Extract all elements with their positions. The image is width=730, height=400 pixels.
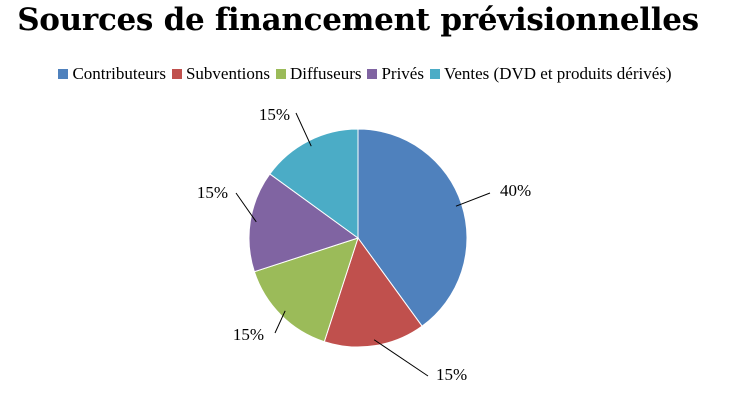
leader-line bbox=[295, 112, 312, 147]
leader-line bbox=[455, 192, 491, 207]
legend-item: Subventions bbox=[171, 64, 271, 84]
legend: Contributeurs Subventions Diffuseurs Privés… bbox=[0, 64, 730, 84]
legend-item: Ventes (DVD et produits dérivés) bbox=[429, 64, 672, 84]
data-label: 15% bbox=[436, 365, 467, 384]
leader-line bbox=[373, 339, 429, 377]
pie-slice bbox=[253, 237, 359, 343]
chart-title: Sources de financement prévisionnelles bbox=[17, 2, 699, 38]
pie-slice bbox=[323, 236, 423, 348]
legend-item: Diffuseurs bbox=[276, 64, 361, 84]
legend-item: Privés bbox=[367, 64, 424, 84]
leader-line bbox=[235, 192, 257, 223]
legend-swatch bbox=[429, 69, 440, 79]
legend-label: Privés bbox=[381, 64, 424, 83]
pie-slice bbox=[248, 173, 360, 273]
data-label: 15% bbox=[259, 105, 290, 124]
leader-line bbox=[274, 310, 286, 334]
legend-swatch bbox=[58, 69, 69, 79]
legend-swatch bbox=[171, 69, 182, 79]
legend-swatch bbox=[367, 69, 378, 79]
legend-label: Subventions bbox=[185, 64, 271, 83]
data-label: 40% bbox=[500, 181, 531, 200]
legend-label: Ventes (DVD et produits dérivés) bbox=[443, 64, 672, 83]
data-label: 15% bbox=[233, 325, 264, 344]
data-label: 15% bbox=[197, 183, 228, 202]
legend-item: Contributeurs bbox=[58, 64, 166, 84]
legend-swatch bbox=[276, 69, 287, 79]
legend-label: Contributeurs bbox=[72, 64, 166, 83]
legend-label: Diffuseurs bbox=[290, 64, 362, 83]
